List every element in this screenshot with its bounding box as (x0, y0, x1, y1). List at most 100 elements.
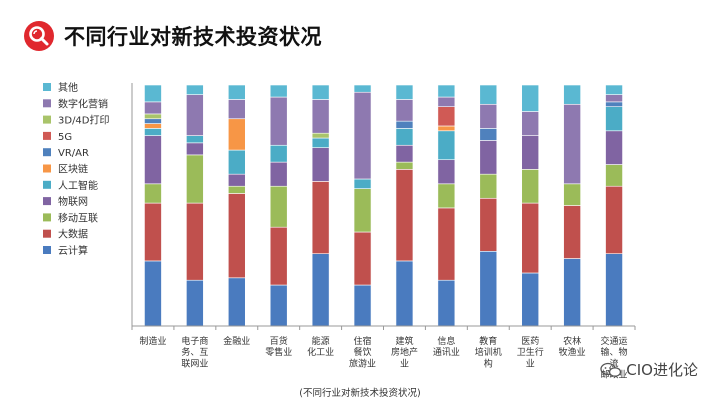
bar-segment-5-7 (437, 125, 456, 132)
bar-segment-10-2 (227, 84, 246, 100)
watermark: CIO进化论 (600, 359, 698, 380)
bar-segment-1-7 (437, 207, 456, 281)
bar-segment-10-8 (479, 84, 498, 105)
category-label-2: 金融业 (223, 335, 250, 347)
legend-swatch-3 (43, 131, 51, 140)
bar-segment-9-0 (144, 101, 162, 115)
bar-segment-4-2 (227, 149, 246, 175)
bar-segment-1-6 (395, 169, 414, 262)
watermark-text: CIO进化论 (626, 361, 698, 379)
category-label-1: 电子商务、互联网业 (181, 335, 208, 369)
bar-segment-9-4 (311, 99, 330, 134)
bar-segment-3-1 (186, 142, 204, 156)
bar-segment-3-9 (521, 135, 540, 170)
bar-segment-3-4 (311, 147, 330, 182)
bar-segment-10-5 (353, 84, 372, 93)
bar-segment-4-1 (186, 135, 204, 144)
legend-swatch-4 (43, 148, 51, 157)
axes (131, 83, 636, 330)
bar-segment-0-6 (395, 260, 414, 327)
bar-segment-3-6 (395, 144, 414, 163)
bar-segment-0-9 (521, 272, 540, 327)
legend-swatch-5 (43, 164, 51, 173)
category-label-8: 教育培训机构 (475, 335, 502, 369)
bar-segment-3-0 (144, 135, 162, 185)
bar-segment-9-11 (605, 94, 623, 103)
bar-segment-5-0 (144, 123, 162, 129)
bar-segment-0-5 (353, 284, 372, 327)
category-label-7: 信息通讯业 (433, 335, 460, 358)
bars (144, 84, 623, 327)
legend-label-10: 云计算 (58, 244, 88, 257)
bar-segment-10-7 (437, 84, 456, 98)
category-label-5: 住宿餐饮旅游业 (349, 335, 376, 369)
bar-segment-2-8 (479, 173, 498, 199)
legend-label-3: 5G (58, 132, 72, 143)
bar-segment-8-4 (311, 132, 330, 139)
magnifier-logo-icon (24, 21, 54, 51)
legend-label-5: 区块链 (58, 163, 88, 176)
bar-segment-2-9 (521, 169, 540, 204)
bar-segment-9-9 (521, 111, 540, 136)
legend-label-0: 其他 (58, 81, 78, 94)
bar-segment-1-9 (521, 202, 540, 274)
header: 不同行业对新技术投资状况 (24, 20, 322, 52)
legend-swatch-8 (43, 213, 51, 222)
bar-segment-0-2 (227, 277, 246, 327)
bar-segment-10-0 (144, 84, 162, 103)
bar-segment-1-5 (353, 231, 372, 286)
legend-swatch-6 (43, 180, 51, 189)
legend-label-9: 大数据 (58, 228, 88, 241)
legend-swatch-7 (43, 197, 51, 206)
bar-segment-10-11 (605, 84, 623, 95)
category-label-10: 农林牧渔业 (559, 335, 586, 358)
bar-segment-4-4 (311, 137, 330, 148)
category-labels: 制造业 电子商务、互联网业 金融业 百货零售业能源化工业住宿餐饮旅游业建筑房地产业信息… (139, 335, 627, 381)
bar-segment-0-4 (311, 253, 330, 327)
bar-segment-4-6 (395, 128, 414, 146)
legend-label-6: 人工智能 (58, 179, 98, 192)
bar-segment-5-2 (227, 118, 246, 151)
legend-swatch-0 (43, 83, 51, 91)
bar-segment-1-10 (563, 205, 581, 259)
bar-segment-2-2 (227, 185, 246, 194)
bar-segment-6-8 (479, 128, 498, 141)
bar-segment-1-4 (311, 181, 330, 254)
page-title: 不同行业对新技术投资状况 (64, 25, 322, 49)
bar-segment-9-5 (353, 91, 372, 180)
bar-segment-3-8 (479, 140, 498, 175)
chart-caption: (不同行业对新技术投资状况) (299, 388, 421, 399)
bar-segment-4-11 (605, 106, 623, 132)
bar-segment-2-5 (353, 188, 372, 233)
category-label-6: 建筑房地产业 (391, 335, 418, 369)
legend-label-2: 3D/4D打印 (58, 114, 110, 127)
bar-segment-2-1 (186, 154, 204, 204)
bar-segment-6-11 (605, 101, 623, 107)
bar-segment-1-8 (479, 197, 498, 252)
bar-segment-1-3 (269, 226, 288, 286)
legend-swatch-1 (43, 99, 51, 108)
bar-segment-9-1 (186, 94, 204, 136)
legend-swatch-2 (43, 115, 51, 124)
bar-segment-1-0 (144, 202, 162, 262)
bar-segment-8-0 (144, 113, 162, 120)
legend-label-4: VR/AR (58, 148, 89, 159)
bar-segment-10-6 (395, 84, 414, 100)
bar-segment-0-0 (144, 260, 162, 327)
bar-segment-9-10 (563, 103, 581, 185)
bar-segment-0-7 (437, 279, 456, 327)
bar-segment-3-3 (269, 161, 288, 187)
category-label-9: 医药卫生行业 (517, 336, 544, 369)
bar-segment-3-11 (605, 130, 623, 165)
bar-segment-10-10 (563, 84, 581, 105)
bar-segment-0-1 (186, 279, 204, 327)
bar-segment-9-2 (227, 99, 246, 120)
bar-segment-9-3 (269, 96, 288, 146)
bar-segment-2-0 (144, 183, 162, 204)
wechat-icon (600, 362, 622, 377)
category-label-0: 制造业 (139, 335, 166, 347)
category-label-4: 能源化工业 (307, 335, 334, 358)
bar-segment-9-7 (437, 96, 456, 107)
